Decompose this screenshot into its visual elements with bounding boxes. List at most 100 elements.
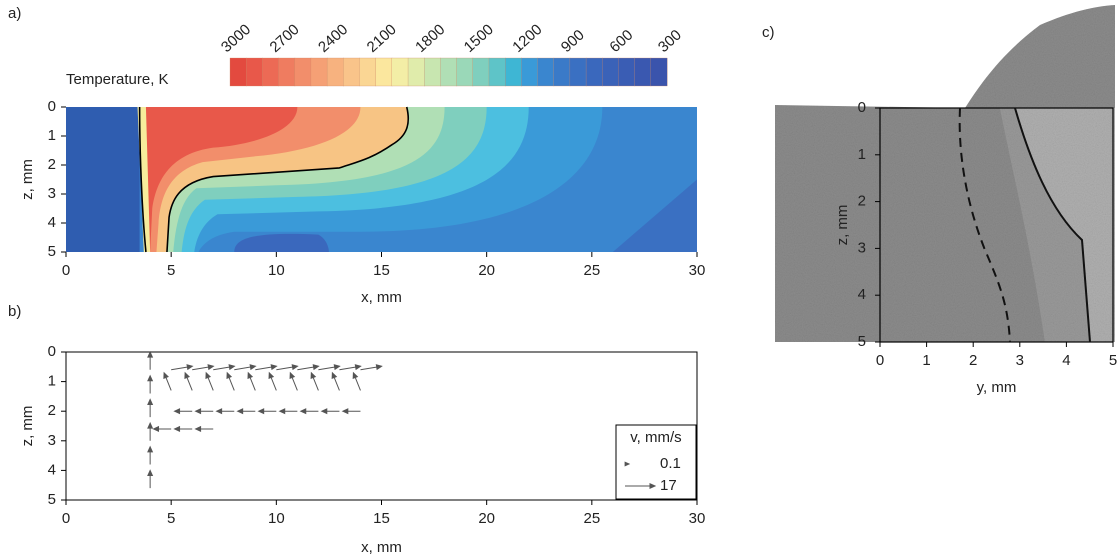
colorbar-cell [343, 58, 359, 86]
plot-frame [66, 352, 697, 500]
velocity-arrow [255, 365, 276, 370]
velocity-arrow [192, 365, 213, 370]
colorbar-tick-label: 2100 [364, 21, 400, 56]
colorbar-tick-label: 1200 [509, 21, 545, 56]
colorbar-cell [311, 58, 327, 86]
velocity-arrow [148, 376, 153, 394]
colorbar-tick-label: 900 [558, 27, 588, 56]
y-tick-label: 0 [48, 343, 56, 360]
colorbar-cell [359, 58, 375, 86]
x-tick-label: 3 [1016, 352, 1024, 369]
colorbar-cell [327, 58, 343, 86]
colorbar-cell [230, 58, 246, 86]
velocity-arrow [227, 373, 234, 391]
y-tick-label: 1 [48, 373, 56, 390]
colorbar-cell [295, 58, 311, 86]
colorbar-tick-label: 3000 [218, 21, 254, 56]
colorbar-cell [618, 58, 634, 86]
y-tick-label: 2 [858, 193, 866, 210]
colorbar-cell [392, 58, 408, 86]
panel-label: c) [762, 24, 775, 41]
velocity-arrow [332, 373, 339, 391]
velocity-arrow [196, 427, 214, 432]
colorbar-cell [602, 58, 618, 86]
colorbar-tick-label: 2700 [267, 21, 303, 56]
x-tick-label: 25 [583, 510, 600, 527]
colorbar-tick-label: 300 [655, 27, 685, 56]
panel-label: b) [8, 303, 21, 320]
velocity-arrow [148, 423, 153, 441]
velocity-arrow [290, 373, 297, 391]
colorbar-cell [635, 58, 651, 86]
colorbar-cell [538, 58, 554, 86]
velocity-arrow [353, 373, 360, 391]
colorbar-tick-label: 2400 [315, 21, 351, 56]
x-tick-label: 15 [373, 510, 390, 527]
legend-label: 0.1 [660, 455, 681, 472]
contour-field [66, 107, 697, 252]
velocity-arrow [148, 471, 153, 489]
velocity-arrow [269, 373, 276, 391]
x-axis-label: x, mm [361, 289, 402, 306]
colorbar-cell [473, 58, 489, 86]
x-tick-label: 30 [689, 262, 706, 279]
colorbar-cell [521, 58, 537, 86]
colorbar-cell [424, 58, 440, 86]
y-tick-label: 0 [48, 98, 56, 115]
y-tick-label: 2 [48, 156, 56, 173]
velocity-arrow [175, 427, 193, 432]
y-tick-label: 3 [48, 185, 56, 202]
velocity-arrow [148, 447, 153, 465]
x-tick-label: 20 [478, 510, 495, 527]
colorbar-tick-label: 1800 [412, 21, 448, 56]
y-tick-label: 4 [48, 461, 56, 478]
velocity-arrow [311, 373, 318, 391]
y-tick-label: 1 [48, 127, 56, 144]
micrograph [775, 5, 1115, 342]
colorbar-cell [457, 58, 473, 86]
velocity-arrow [148, 352, 153, 370]
velocity-arrow [259, 409, 277, 414]
colorbar-cell [651, 58, 667, 86]
x-tick-label: 0 [62, 262, 70, 279]
velocity-arrow [164, 373, 171, 391]
velocity-arrow [343, 409, 361, 414]
colorbar-label: Temperature, K [66, 71, 169, 88]
colorbar-cell [376, 58, 392, 86]
velocity-arrow [213, 365, 234, 370]
velocity-arrow [148, 399, 153, 417]
legend-title: v, mm/s [630, 429, 681, 446]
colorbar-tick-label: 600 [606, 27, 636, 56]
velocity-arrow [339, 365, 360, 370]
colorbar-tick-label: 1500 [461, 21, 497, 56]
velocity-arrow [175, 409, 193, 414]
x-tick-label: 5 [1109, 352, 1117, 369]
x-tick-label: 25 [583, 262, 600, 279]
velocity-arrow [318, 365, 339, 370]
velocity-arrow [280, 409, 298, 414]
y-tick-label: 1 [858, 146, 866, 163]
x-tick-label: 30 [689, 510, 706, 527]
y-tick-label: 0 [858, 99, 866, 116]
velocity-arrow [238, 409, 256, 414]
x-tick-label: 0 [876, 352, 884, 369]
velocity-arrow [185, 373, 192, 391]
y-tick-label: 4 [858, 286, 866, 303]
y-tick-label: 5 [48, 491, 56, 508]
x-tick-label: 5 [167, 510, 175, 527]
y-axis-label: z, mm [834, 205, 851, 246]
velocity-arrow [248, 373, 255, 391]
colorbar-cell [505, 58, 521, 86]
x-tick-label: 10 [268, 510, 285, 527]
colorbar-cell [408, 58, 424, 86]
colorbar-cell [262, 58, 278, 86]
velocity-arrow [301, 409, 319, 414]
colorbar-cell [440, 58, 456, 86]
figure: a)051015202530012345x, mmz, mm3000270024… [0, 0, 1118, 559]
x-tick-label: 20 [478, 262, 495, 279]
velocity-arrow [217, 409, 235, 414]
velocity-arrow [196, 409, 214, 414]
velocity-arrow [276, 365, 297, 370]
x-tick-label: 15 [373, 262, 390, 279]
y-tick-label: 3 [858, 239, 866, 256]
